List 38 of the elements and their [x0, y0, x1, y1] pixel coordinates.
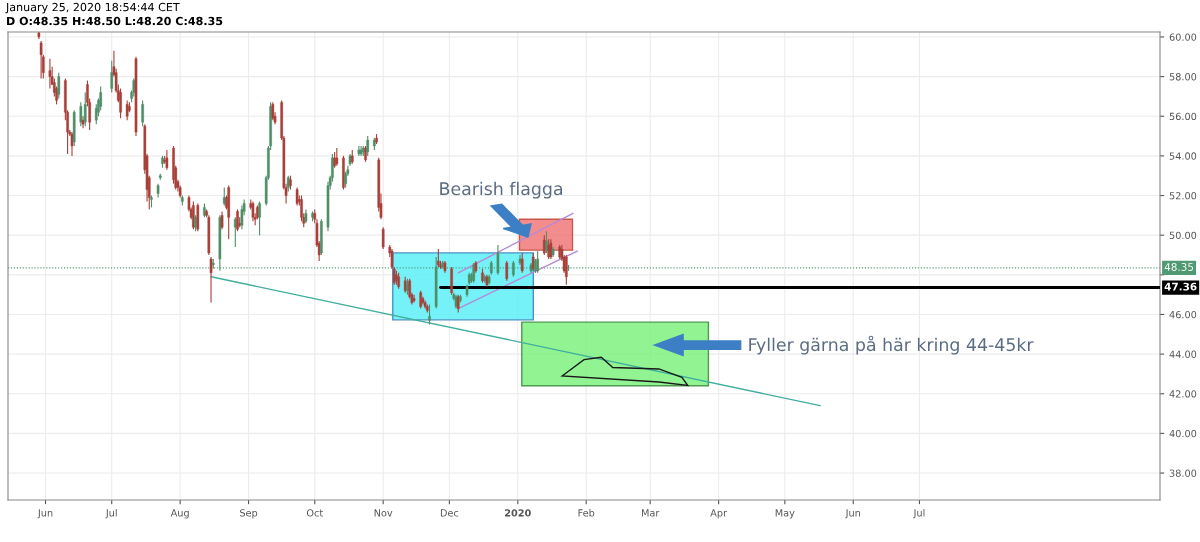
- candlestick: [450, 266, 453, 296]
- candlestick: [366, 135, 370, 157]
- x-tick-label: Mar: [641, 509, 660, 517]
- x-tick-label: Jun: [37, 509, 53, 519]
- ref-line-label: 48.35: [1164, 263, 1194, 271]
- candlestick: [381, 226, 385, 250]
- y-tick-label: 46.00: [1169, 310, 1197, 319]
- x-tick-label: Jul: [913, 509, 925, 519]
- annotation: Bearish flagga: [440, 181, 562, 199]
- x-tick-label: Dec: [440, 509, 459, 517]
- y-tick-label: 54.00: [1169, 152, 1197, 160]
- x-tick-label: Feb: [578, 509, 595, 517]
- x-tick-label: 2020: [505, 509, 531, 517]
- x-tick-label: Oct: [306, 509, 323, 517]
- y-tick-label: 38.00: [1169, 469, 1197, 477]
- candlestick: [505, 260, 509, 282]
- x-tick-label: Sep: [240, 509, 258, 519]
- chart-title: January 25, 2020 18:54:44 CET: [5, 2, 180, 14]
- y-tick-label: 52.00: [1169, 192, 1197, 200]
- annotation: Fyller gärna på här kring 44-45kr: [749, 335, 1034, 355]
- annotation: 47.36: [1164, 282, 1197, 291]
- x-tick-label: Jun: [845, 509, 861, 519]
- x-tick-label: Aug: [170, 509, 189, 519]
- y-tick-label: 40.00: [1169, 429, 1197, 438]
- x-tick-label: Apr: [710, 509, 728, 519]
- x-tick-label: May: [775, 509, 795, 519]
- y-tick-label: 60.00: [1169, 33, 1197, 41]
- y-tick-label: 58.00: [1169, 73, 1197, 81]
- chart-subtitle: D O:48.35 H:48.50 L:48.20 C:48.35: [7, 16, 223, 26]
- x-tick-label: Jul: [105, 509, 117, 519]
- candlestick: [39, 40, 43, 80]
- candlestick: [141, 99, 144, 127]
- y-tick-label: 50.00: [1169, 231, 1197, 240]
- y-tick-label: 44.00: [1169, 350, 1197, 358]
- y-tick-label: 56.00: [1169, 112, 1197, 121]
- y-tick-label: 42.00: [1169, 390, 1197, 398]
- candlestick: [542, 234, 546, 256]
- x-tick-label: Nov: [374, 509, 393, 517]
